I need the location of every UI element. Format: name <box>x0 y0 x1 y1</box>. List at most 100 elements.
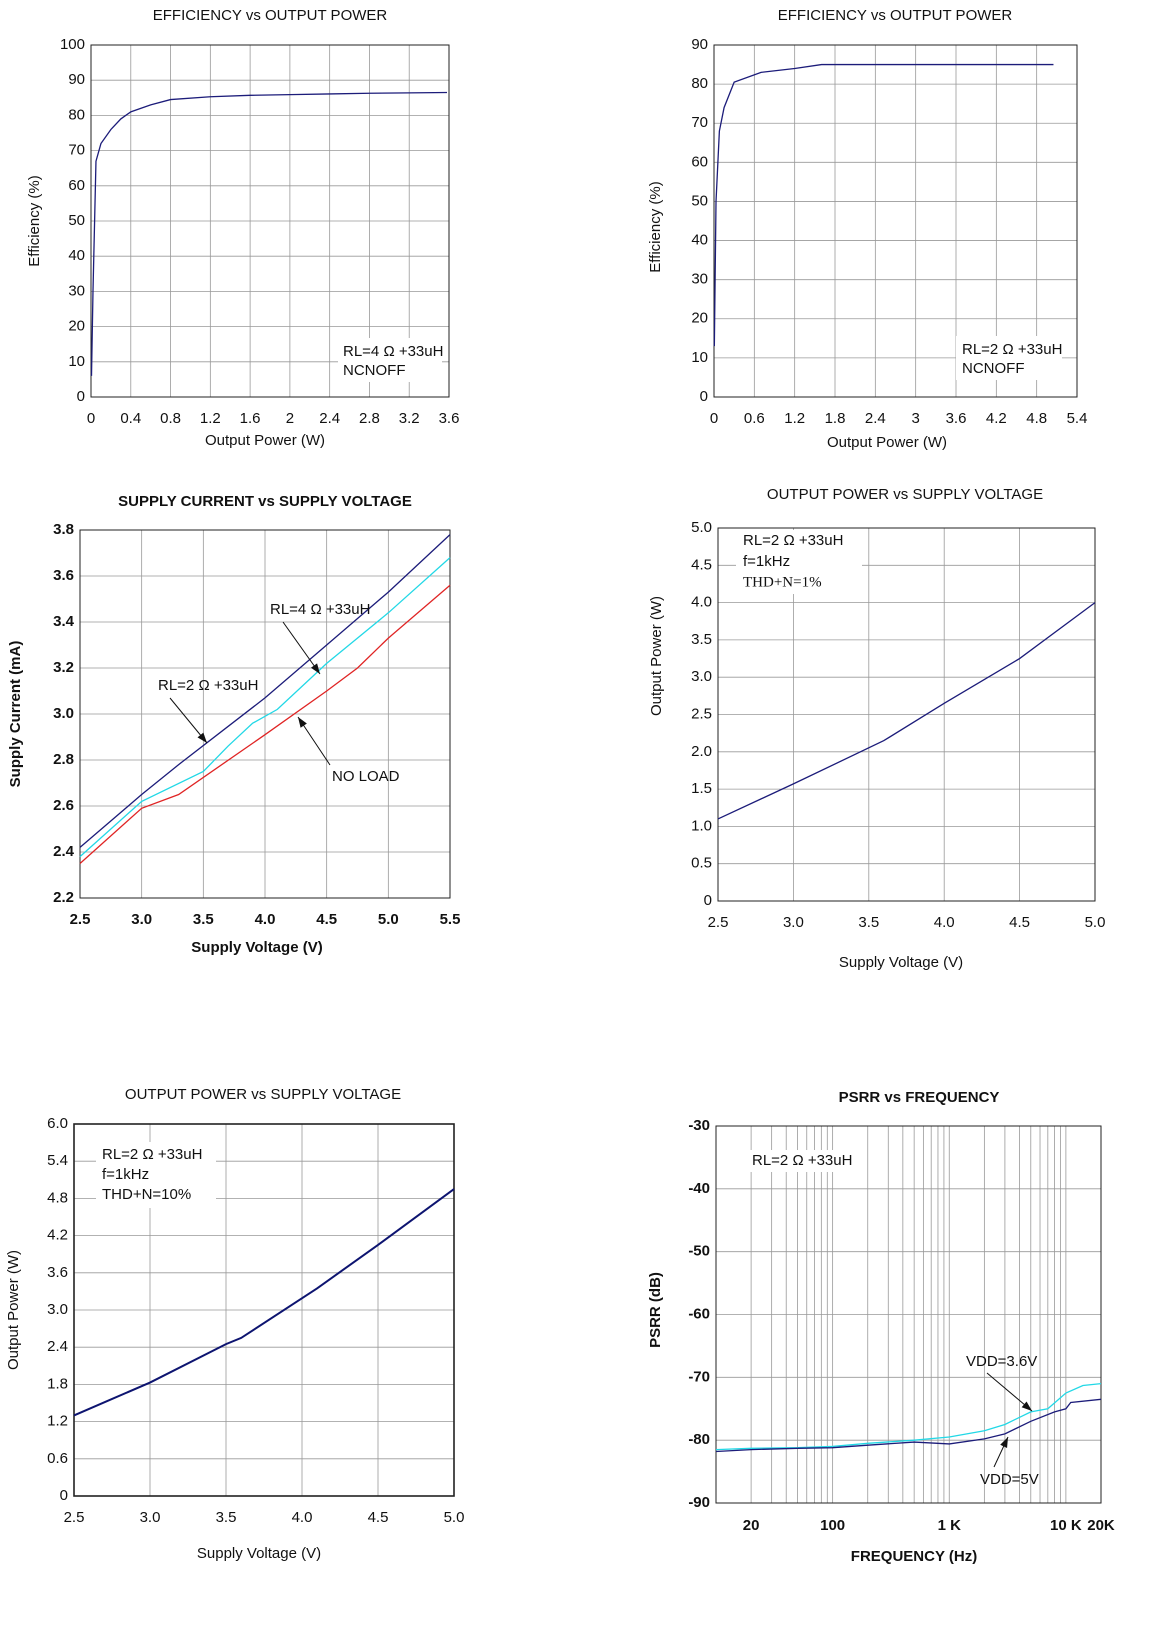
y-tick-label: 60 <box>68 177 85 194</box>
y-tick-label: 0 <box>704 892 712 909</box>
annotation: RL=2 Ω +33uH <box>743 532 843 549</box>
annotation: NCNOFF <box>962 360 1025 377</box>
x-axis-label: Output Power (W) <box>827 434 947 451</box>
x-tick-label: 20 <box>743 1517 760 1534</box>
arrow-head <box>1000 1437 1008 1448</box>
chart-title: OUTPUT POWER vs SUPPLY VOLTAGE <box>767 486 1043 503</box>
y-tick-label: 3.2 <box>53 659 74 676</box>
chart-title: OUTPUT POWER vs SUPPLY VOLTAGE <box>125 1086 401 1103</box>
y-tick-label: 0 <box>700 388 708 405</box>
y-tick-label: 20 <box>691 310 708 327</box>
x-axis-label: FREQUENCY (Hz) <box>851 1548 977 1565</box>
x-tick-label: 2.5 <box>70 911 91 928</box>
y-tick-label: 4.0 <box>691 594 712 611</box>
plot-frame <box>713 44 1078 398</box>
annotation: RL=2 Ω +33uH <box>102 1146 202 1163</box>
x-tick-label: 3.0 <box>131 911 152 928</box>
y-tick-label: 40 <box>691 232 708 249</box>
chart: 0 0.6 1.2 1.8 2.4 3 3.6 4.2 4.8 5.4 0 10 20 30 40 50 60 7… <box>647 7 1087 451</box>
chart-title: PSRR vs FREQUENCY <box>839 1089 1000 1106</box>
x-tick-label: 0.4 <box>120 410 141 427</box>
y-tick-label: 6.0 <box>47 1115 68 1132</box>
x-tick-label: 2 <box>286 410 294 427</box>
x-tick-label: 4.2 <box>986 410 1007 427</box>
y-tick-label: 80 <box>691 75 708 92</box>
data-line <box>90 91 448 376</box>
data-line <box>713 63 1054 347</box>
y-tick-label: 0.6 <box>47 1450 68 1467</box>
x-tick-label: 1 K <box>938 1517 962 1534</box>
plot-frame <box>90 44 450 398</box>
x-tick-label: 3.6 <box>439 410 460 427</box>
y-axis-label: Output Power (W) <box>648 596 665 716</box>
y-tick-label: 3.8 <box>53 521 74 538</box>
y-tick-label: 4.5 <box>691 556 712 573</box>
x-tick-label: 4.0 <box>292 1509 313 1526</box>
y-tick-label: 90 <box>68 71 85 88</box>
y-axis-label: Output Power (W) <box>5 1250 22 1370</box>
x-tick-label: 2.5 <box>708 914 729 931</box>
y-tick-label: 4.2 <box>47 1227 68 1244</box>
y-tick-label: 0.5 <box>691 855 712 872</box>
arrow-line <box>282 621 321 675</box>
annotation: RL=2 Ω +33uH <box>752 1152 852 1169</box>
x-tick-label: 3.6 <box>946 410 967 427</box>
x-tick-label: 3.5 <box>216 1509 237 1526</box>
x-axis-label: Supply Voltage (V) <box>839 954 963 971</box>
annotation: NCNOFF <box>343 362 406 379</box>
y-tick-label: -40 <box>688 1180 710 1197</box>
data-line <box>715 1398 1102 1453</box>
x-tick-label: 3.5 <box>193 911 214 928</box>
y-tick-label: 0 <box>77 388 85 405</box>
annotation: f=1kHz <box>743 553 790 570</box>
y-tick-label: -30 <box>688 1117 710 1134</box>
x-tick-label: 5.4 <box>1067 410 1088 427</box>
y-tick-label: -90 <box>688 1494 710 1511</box>
x-tick-label: 3.0 <box>783 914 804 931</box>
x-tick-label: 5.0 <box>378 911 399 928</box>
x-tick-label: 0 <box>710 410 718 427</box>
annotation: RL=4 Ω +33uH <box>343 343 443 360</box>
x-tick-label: 1.2 <box>784 410 805 427</box>
plot-frame <box>715 1125 1102 1504</box>
y-tick-label: 2.4 <box>47 1338 68 1355</box>
plot-frame <box>717 527 1096 902</box>
x-tick-label: 1.2 <box>200 410 221 427</box>
y-tick-label: 1.5 <box>691 780 712 797</box>
y-tick-label: 3.6 <box>53 567 74 584</box>
x-axis-label: Output Power (W) <box>205 432 325 449</box>
x-tick-label: 2.4 <box>865 410 886 427</box>
y-axis-label: Supply Current (mA) <box>7 641 24 788</box>
chart-title: EFFICIENCY vs OUTPUT POWER <box>153 7 388 24</box>
y-axis-label: PSRR (dB) <box>647 1272 664 1348</box>
arrow-head <box>197 732 207 743</box>
y-tick-label: 3.0 <box>47 1301 68 1318</box>
chart: 2.5 3.0 3.5 4.0 4.5 5.0 0 0.6 1.2 1.8 2.4 3.0 3.6 4.2… <box>5 1086 464 1562</box>
x-tick-label: 0 <box>87 410 95 427</box>
x-tick-label: 0.8 <box>160 410 181 427</box>
y-tick-label: 3.0 <box>53 705 74 722</box>
x-tick-label: 3.2 <box>399 410 420 427</box>
x-tick-label: 4.0 <box>934 914 955 931</box>
y-tick-label: 1.0 <box>691 817 712 834</box>
y-tick-label: 10 <box>691 349 708 366</box>
series-label: NO LOAD <box>332 768 400 785</box>
y-tick-label: 3.5 <box>691 631 712 648</box>
plot-frame <box>73 1123 455 1497</box>
data-line <box>717 602 1096 820</box>
x-tick-label: 4.5 <box>316 911 337 928</box>
chart-title: SUPPLY CURRENT vs SUPPLY VOLTAGE <box>118 493 412 510</box>
x-tick-label: 4.8 <box>1026 410 1047 427</box>
x-tick-label: 2.8 <box>359 410 380 427</box>
y-tick-label: 90 <box>691 36 708 53</box>
y-tick-label: 60 <box>691 153 708 170</box>
y-tick-label: 30 <box>691 271 708 288</box>
x-tick-label: 2.5 <box>64 1509 85 1526</box>
y-tick-label: 1.2 <box>47 1413 68 1430</box>
data-line <box>79 557 451 858</box>
y-tick-label: 5.0 <box>691 519 712 536</box>
y-tick-label: -80 <box>688 1431 710 1448</box>
x-tick-label: 5.0 <box>1085 914 1106 931</box>
data-line <box>79 534 451 848</box>
y-axis-label: Efficiency (%) <box>26 175 43 266</box>
